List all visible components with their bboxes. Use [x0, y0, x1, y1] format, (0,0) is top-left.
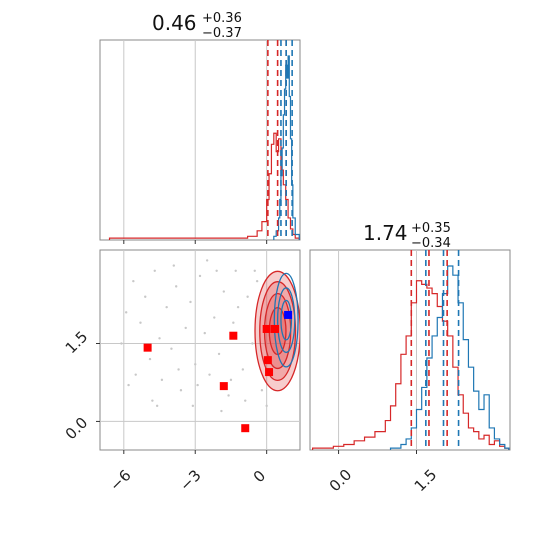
scatter-point — [229, 378, 233, 382]
scatter-point — [127, 383, 130, 387]
marker-red — [229, 331, 238, 340]
scatter-point — [124, 311, 128, 314]
joint-frame — [99, 249, 301, 451]
scatter-point — [220, 409, 223, 413]
scatter-point — [208, 373, 211, 376]
scatter-point — [179, 389, 183, 392]
scatter-point — [234, 269, 237, 272]
marker-red — [262, 324, 271, 333]
scatter-point — [160, 378, 164, 382]
scatter-point — [132, 279, 135, 283]
marginal-x-title-minus: −0.37 — [202, 26, 242, 41]
scatter-point — [158, 337, 161, 340]
marginal-x-panel — [99, 39, 301, 241]
joint-x-ticklabels: −6 −3 0 — [106, 466, 269, 494]
scatter-point — [153, 269, 156, 272]
marker-red — [219, 382, 228, 391]
marginal-x-title-plus: +0.36 — [202, 11, 242, 26]
scatter-point — [172, 264, 176, 267]
scatter-point — [194, 363, 197, 366]
scatter-point — [191, 404, 195, 408]
marker-blue — [284, 310, 293, 319]
contour-blue — [273, 272, 299, 368]
y-tick-label-1-5: 1.5 — [62, 328, 92, 358]
scatter-point — [184, 326, 187, 330]
scatter-point — [246, 295, 249, 298]
scatter-point — [170, 347, 173, 350]
marginal-y-x-ticklabels: 0.0 1.5 — [326, 466, 441, 496]
contour-blue — [280, 299, 293, 341]
right-x-tick-label-1-5: 1.5 — [411, 466, 441, 496]
scatter-point — [139, 321, 142, 324]
right-x-tick-label-0-0: 0.0 — [326, 466, 356, 496]
marginal-y-hist-blue — [389, 265, 510, 450]
marginal-y-hist-red — [311, 280, 510, 450]
scatter-point — [215, 269, 218, 272]
marginal-x-frame — [99, 39, 301, 241]
scatter-point — [260, 389, 264, 392]
scatter-point — [205, 259, 209, 262]
marginal-y-title: 1.74 +0.35 −0.34 — [363, 221, 451, 251]
x-tick-label-neg3: −3 — [176, 466, 204, 494]
scatter-point — [198, 274, 202, 278]
marginal-y-frame — [309, 249, 511, 451]
marginal-y-title-plus: +0.35 — [411, 221, 451, 236]
scatter-point — [213, 316, 216, 319]
scatter-point — [255, 279, 259, 283]
y-tick-label-0-0: 0.0 — [62, 414, 92, 444]
scatter-point — [165, 305, 168, 309]
marker-red — [271, 324, 279, 333]
marginal-x-hist-red — [108, 132, 300, 240]
scatter-point — [241, 368, 245, 371]
scatter-point — [217, 352, 221, 356]
x-tick-label-neg6: −6 — [106, 466, 134, 494]
scatter-point — [196, 383, 199, 387]
scatter-point — [265, 404, 268, 408]
joint-marks — [120, 259, 300, 433]
scatter-point — [144, 295, 147, 298]
joint-y-ticklabels: 1.5 0.0 — [62, 328, 92, 444]
marker-red — [263, 356, 272, 365]
scatter-point — [232, 321, 235, 324]
chart-marks — [96, 40, 510, 454]
scatter-point — [251, 342, 254, 345]
scatter-point — [120, 342, 123, 345]
scatter-point — [244, 399, 247, 402]
marker-red — [143, 343, 152, 352]
contour-blue — [276, 287, 296, 353]
scatter-point — [151, 399, 154, 402]
scatter-point — [148, 357, 152, 361]
scatter-point — [236, 305, 240, 309]
scatter-point — [222, 290, 226, 293]
marginal-y-title-minus: −0.34 — [411, 236, 451, 251]
scatter-point — [203, 331, 206, 335]
scatter-point — [189, 300, 192, 304]
marker-red — [241, 424, 250, 433]
scatter-point — [253, 269, 256, 272]
scatter-point — [174, 285, 178, 288]
scatter-point — [177, 368, 180, 371]
marginal-y-panel — [309, 249, 511, 451]
marginal-y-title-value: 1.74 — [363, 221, 408, 245]
scatter-point — [155, 404, 159, 408]
marker-red — [265, 368, 274, 377]
marginal-x-title-value: 0.46 — [152, 11, 197, 35]
marginal-x-title: 0.46 +0.36 −0.37 — [152, 11, 242, 41]
joint-panel — [99, 249, 301, 451]
x-tick-label-0: 0 — [250, 467, 269, 486]
scatter-point — [134, 373, 137, 376]
scatter-point — [227, 394, 230, 397]
